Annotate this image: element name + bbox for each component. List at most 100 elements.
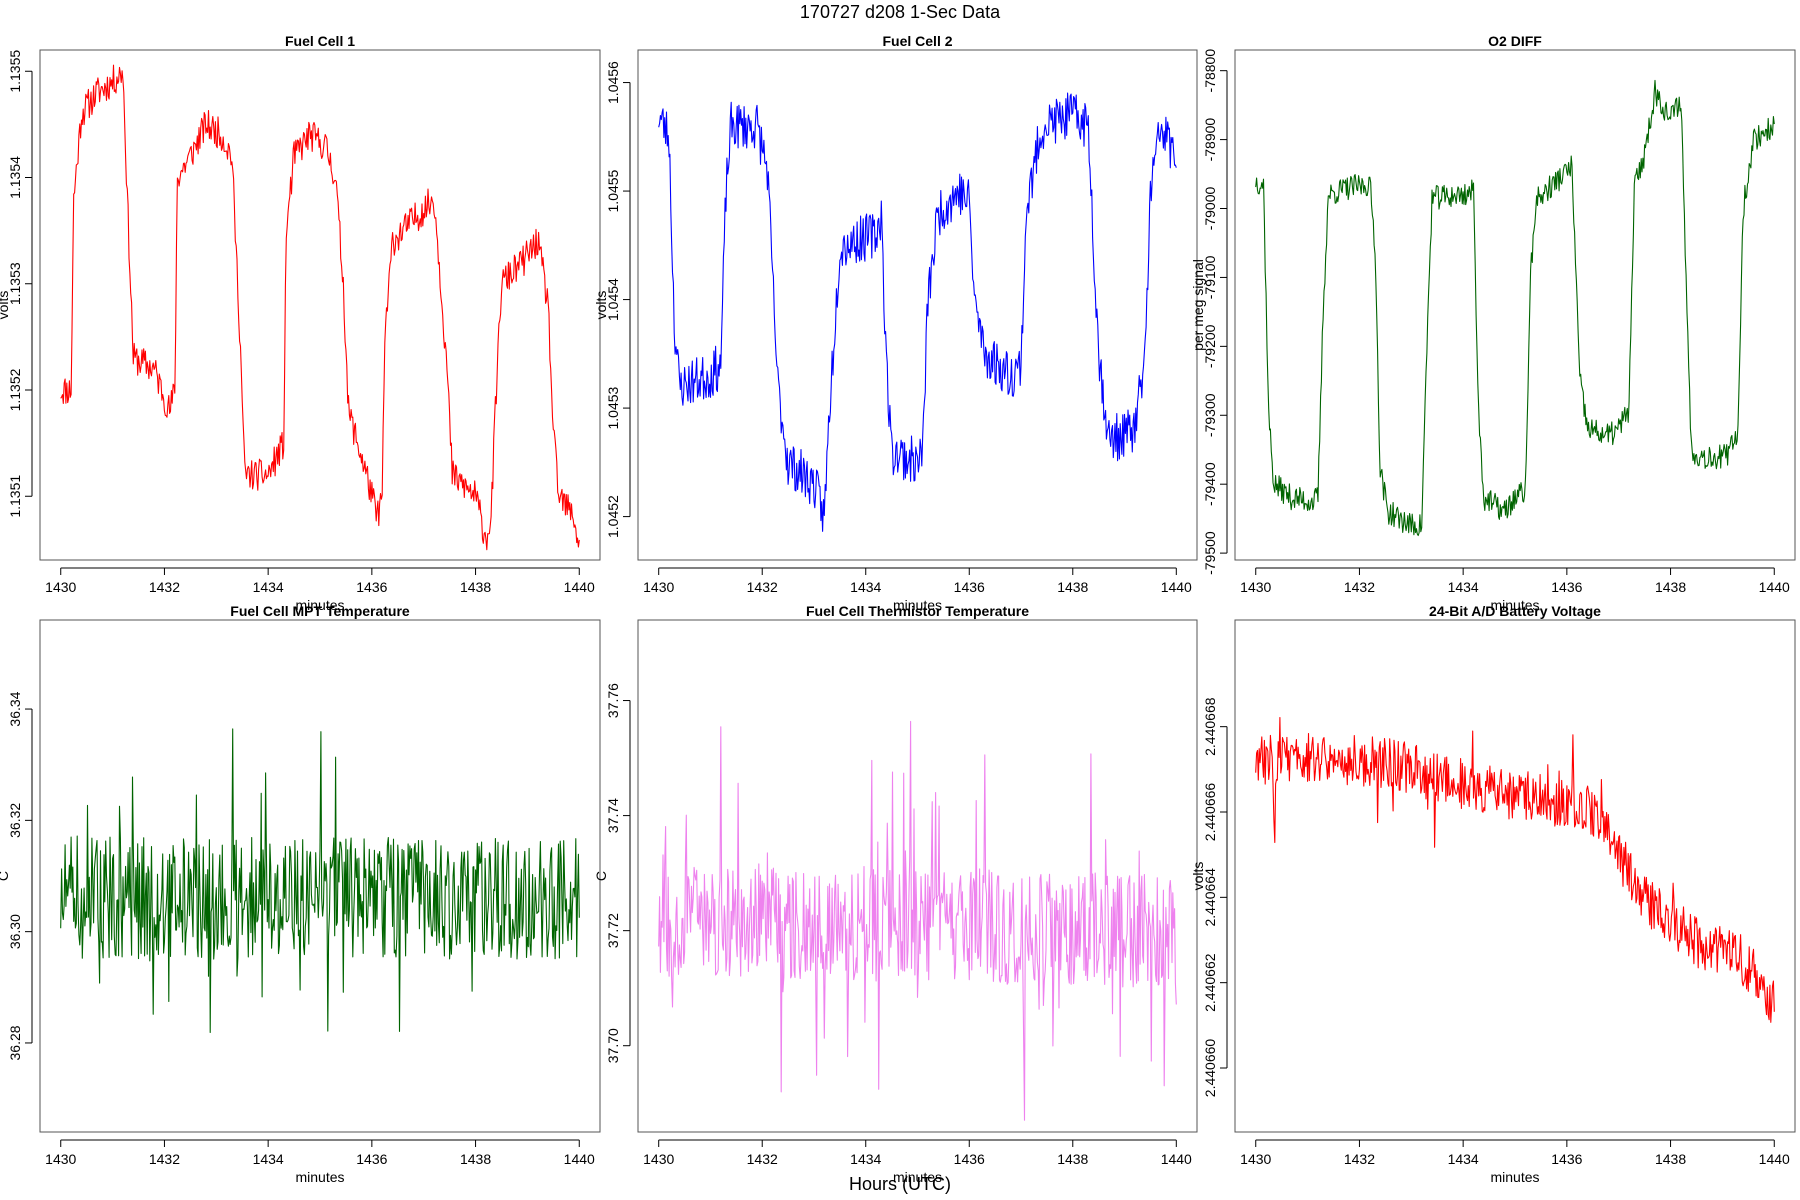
y-tick-label: 1.1352	[7, 368, 23, 411]
x-tick-label: 1434	[850, 579, 881, 595]
x-tick-label: 1430	[643, 579, 674, 595]
y-axis-label: volts	[593, 291, 609, 320]
x-tick-label: 1440	[564, 579, 595, 595]
x-tick-label: 1440	[564, 1151, 595, 1167]
y-tick-label: -78900	[1202, 118, 1218, 162]
x-tick-label: 1440	[1759, 579, 1790, 595]
panel-title: 24-Bit A/D Battery Voltage	[1429, 603, 1601, 619]
y-tick-label: 1.1354	[7, 156, 23, 199]
series-line	[1255, 79, 1775, 537]
x-tick-label: 1436	[954, 579, 985, 595]
panel-title: O2 DIFF	[1488, 33, 1542, 49]
x-axis-label: minutes	[893, 1169, 942, 1185]
x-tick-label: 1436	[356, 579, 387, 595]
y-tick-label: 36.34	[7, 691, 23, 726]
y-tick-label: 1.0454	[605, 278, 621, 321]
panel-6: 24-Bit A/D Battery Voltage 1430 1432 1434 14…	[1190, 603, 1796, 1185]
y-tick-label: 37.74	[605, 798, 621, 833]
panel-4: Fuel Cell MPT Temperature 1430 1432 1434 143…	[0, 603, 601, 1185]
panel-title: Fuel Cell MPT Temperature	[230, 603, 410, 619]
plot-frame	[637, 619, 1198, 1133]
x-tick-label: 1440	[1161, 579, 1192, 595]
x-axis-label: minutes	[295, 1169, 344, 1185]
panels: Fuel Cell 1 1430 1432 1434 1436 1438 1440 minut…	[0, 33, 1796, 1185]
panel-title: Fuel Cell 1	[285, 33, 355, 49]
x-tick-label: 1430	[45, 1151, 76, 1167]
y-tick-label: 2.440666	[1202, 783, 1218, 842]
x-axis-label: minutes	[1490, 1169, 1539, 1185]
y-axis-label: per meg signal	[1190, 259, 1206, 351]
y-axis-label: volts	[1190, 862, 1206, 891]
x-tick-label: 1432	[747, 579, 778, 595]
plot-frame	[1234, 49, 1796, 561]
y-tick-label: 1.1355	[7, 50, 23, 93]
series-line	[658, 720, 1177, 1121]
y-tick-label: 2.440662	[1202, 953, 1218, 1012]
y-tick-label: 37.72	[605, 913, 621, 948]
y-tick-label: 1.1351	[7, 475, 23, 518]
x-tick-label: 1438	[1057, 579, 1088, 595]
y-axis-label: C	[593, 871, 609, 881]
panel-2: Fuel Cell 2 1430 1432 1434 1436 1438 1440 minut…	[593, 33, 1198, 613]
panel-title: Fuel Cell Thermistor Temperature	[806, 603, 1029, 619]
y-tick-label: 1.0455	[605, 169, 621, 212]
x-tick-label: 1438	[460, 1151, 491, 1167]
x-tick-label: 1432	[149, 1151, 180, 1167]
x-tick-label: 1430	[1240, 579, 1271, 595]
x-tick-label: 1436	[1551, 579, 1582, 595]
y-tick-label: 1.1353	[7, 262, 23, 305]
y-tick-label: -78800	[1202, 49, 1218, 93]
series-line	[60, 64, 580, 551]
x-tick-label: 1434	[253, 579, 284, 595]
figure-title: 170727 d208 1-Sec Data	[800, 2, 1001, 22]
x-tick-label: 1434	[253, 1151, 284, 1167]
y-axis-label: volts	[0, 291, 11, 320]
x-axis-label: minutes	[295, 597, 344, 613]
panel-title: Fuel Cell 2	[882, 33, 952, 49]
panel-1: Fuel Cell 1 1430 1432 1434 1436 1438 1440 minut…	[0, 33, 601, 613]
x-tick-label: 1440	[1161, 1151, 1192, 1167]
y-tick-label: 2.440664	[1202, 868, 1218, 927]
x-tick-label: 1438	[1057, 1151, 1088, 1167]
panel-5: Fuel Cell Thermistor Temperature 1430 1432…	[593, 603, 1198, 1185]
x-tick-label: 1432	[747, 1151, 778, 1167]
x-axis-label: minutes	[893, 597, 942, 613]
x-tick-label: 1438	[1655, 1151, 1686, 1167]
y-tick-label: -79300	[1202, 393, 1218, 437]
y-tick-label: 36.32	[7, 803, 23, 838]
y-tick-label: -79400	[1202, 462, 1218, 506]
series-line	[658, 92, 1177, 532]
y-tick-label: 2.440660	[1202, 1039, 1218, 1098]
y-tick-label: 37.70	[605, 1028, 621, 1063]
x-tick-label: 1438	[460, 579, 491, 595]
x-tick-label: 1432	[1344, 1151, 1375, 1167]
y-tick-label: -79200	[1202, 324, 1218, 368]
y-tick-label: 1.0452	[605, 495, 621, 538]
y-tick-label: 36.30	[7, 914, 23, 949]
plot-frame	[1234, 619, 1796, 1133]
y-tick-label: -79100	[1202, 255, 1218, 299]
figure-xlabel: Hours (UTC)	[849, 1174, 951, 1194]
x-tick-label: 1434	[1448, 1151, 1479, 1167]
x-tick-label: 1436	[356, 1151, 387, 1167]
y-tick-label: 1.0456	[605, 61, 621, 104]
x-tick-label: 1432	[149, 579, 180, 595]
plot-frame	[39, 619, 601, 1133]
x-tick-label: 1434	[1448, 579, 1479, 595]
x-tick-label: 1430	[1240, 1151, 1271, 1167]
x-tick-label: 1432	[1344, 579, 1375, 595]
y-tick-label: 37.76	[605, 683, 621, 718]
y-tick-label: 36.28	[7, 1025, 23, 1060]
plot-frame	[637, 49, 1198, 561]
x-tick-label: 1436	[954, 1151, 985, 1167]
x-tick-label: 1430	[643, 1151, 674, 1167]
x-tick-label: 1438	[1655, 579, 1686, 595]
x-tick-label: 1440	[1759, 1151, 1790, 1167]
series-line	[60, 728, 580, 1034]
y-tick-label: 2.440668	[1202, 697, 1218, 756]
x-axis-label: minutes	[1490, 597, 1539, 613]
panel-3: O2 DIFF 1430 1432 1434 1436 1438 1440 minutes -7…	[1190, 33, 1796, 613]
y-axis-label: C	[0, 871, 11, 881]
series-line	[1255, 716, 1775, 1023]
